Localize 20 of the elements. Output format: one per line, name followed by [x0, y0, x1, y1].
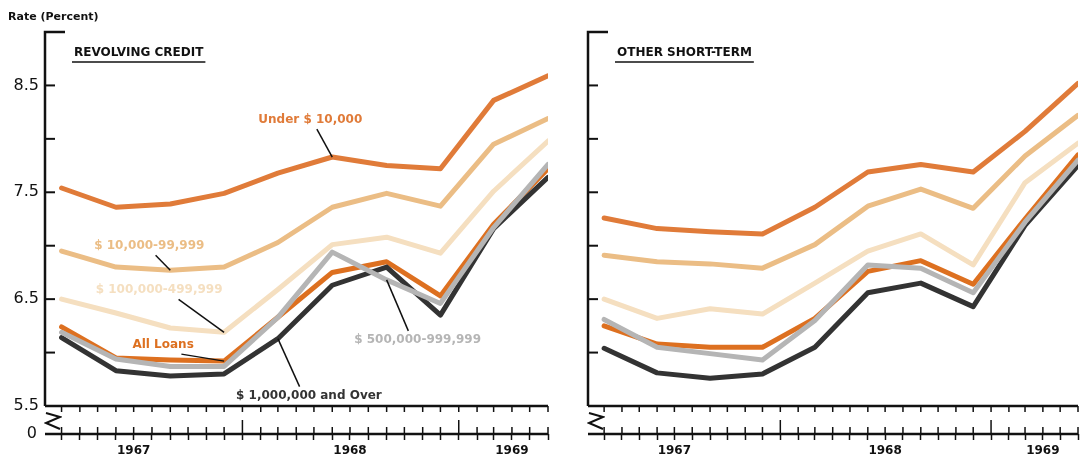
- series-label: $ 1,000,000 and Over: [236, 387, 382, 402]
- series-label: $ 100,000-499,999: [95, 282, 223, 297]
- text: REVOLVING CREDIT: [74, 45, 205, 59]
- x-tick-label: 1968: [333, 443, 367, 457]
- x-tick-label: 1969: [1026, 443, 1060, 457]
- y-tick-label: 7.5: [13, 181, 39, 201]
- y-tick-label: 6.5: [13, 288, 39, 308]
- text: OTHER SHORT-TERM: [617, 45, 752, 59]
- y-tick-label: 8.5: [13, 74, 39, 94]
- y-tick-label: 5.5: [13, 395, 39, 415]
- x-tick-label: 1967: [116, 443, 151, 457]
- text: 0: [26, 423, 37, 443]
- y-axis-title: Rate (Percent): [8, 9, 99, 23]
- x-tick-label: 1968: [868, 443, 902, 457]
- text: $ 500,000-999,999: [354, 332, 482, 347]
- series-label: All Loans: [132, 337, 194, 352]
- x-tick-label: 1969: [495, 443, 529, 457]
- series-label: $ 10,000-99,999: [94, 238, 205, 253]
- x-tick-label: 1967: [657, 443, 692, 457]
- text: Under $ 10,000: [258, 112, 363, 127]
